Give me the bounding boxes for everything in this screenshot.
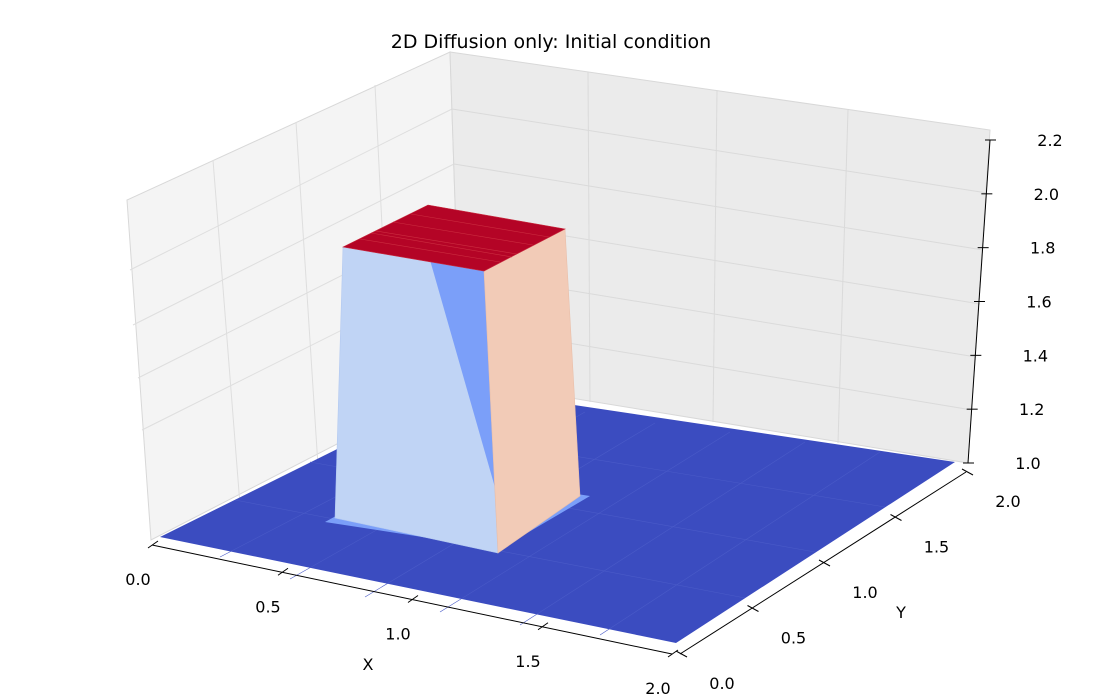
y-tick [675,650,688,658]
x-axis-label: X [363,655,374,674]
x-tick [147,540,159,549]
grid-line [212,159,241,506]
x-tick-label: 2.0 [645,679,670,698]
y-tick-label: 0.5 [781,629,806,648]
grid-line [712,90,718,423]
grid-line [132,163,455,326]
y-tick-label: 2.0 [995,492,1020,511]
x-tick-label: 1.5 [515,652,540,671]
y-tick-label: 0.0 [709,674,734,693]
z-tick-label: 2.2 [1037,131,1062,150]
z-tick-label: 2.0 [1034,185,1059,204]
grid-line [837,109,849,444]
grid-line [587,71,591,403]
z-tick-label: 1.0 [1015,454,1040,473]
z-tick-label: 1.6 [1026,293,1051,312]
y-tick [747,605,759,612]
x-tick-label: 0.5 [255,597,280,616]
surface-plateau [325,204,590,554]
y-tick [961,468,974,476]
grid-line [295,121,319,467]
z-tick-label: 1.2 [1019,400,1044,419]
y-tick [818,559,831,567]
z-tick-label: 1.4 [1023,346,1048,365]
x-tick [537,622,549,631]
z-tick-label: 1.8 [1030,239,1055,258]
grid-line [129,108,453,271]
y-axis-label: Y [895,603,906,622]
y-tick-label: 1.5 [924,538,949,557]
x-tick-label: 1.0 [385,625,410,644]
axes: 0.0 0.5 1.0 1.5 2.0 0.0 0.5 1.0 1.5 2.0 1.0 1.2 1.4 1… [125,131,1062,698]
grid-line [453,163,984,251]
chart-title: 2D Diffusion only: Initial condition [391,31,711,53]
y-axis-line [679,471,967,655]
x-tick [277,567,289,576]
y-tick-label: 1.0 [852,583,877,602]
y-tick [890,514,902,521]
x-tick-label: 0.0 [125,570,150,589]
pane-right [449,51,991,464]
x-tick [407,595,419,603]
grid-line [451,108,988,194]
